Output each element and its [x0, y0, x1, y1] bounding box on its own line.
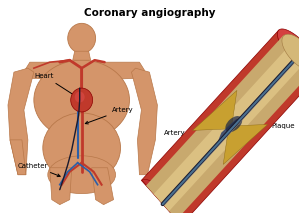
Polygon shape — [141, 30, 300, 213]
Text: Artery: Artery — [164, 130, 186, 145]
Text: Coronary angiography: Coronary angiography — [84, 8, 215, 18]
Polygon shape — [50, 168, 72, 205]
Ellipse shape — [34, 60, 130, 140]
Text: Catheter: Catheter — [254, 78, 284, 89]
Ellipse shape — [225, 116, 242, 132]
Polygon shape — [92, 168, 113, 205]
Text: Heart: Heart — [35, 73, 78, 98]
Polygon shape — [88, 62, 144, 80]
Polygon shape — [154, 44, 300, 211]
Polygon shape — [131, 68, 158, 175]
Polygon shape — [282, 34, 300, 70]
Polygon shape — [73, 51, 91, 60]
Polygon shape — [10, 140, 26, 175]
Ellipse shape — [71, 88, 93, 112]
Text: Dye: Dye — [194, 130, 228, 166]
Text: Artery: Artery — [85, 107, 133, 124]
Polygon shape — [142, 179, 183, 213]
Polygon shape — [193, 90, 237, 130]
Polygon shape — [278, 29, 300, 75]
Ellipse shape — [75, 92, 85, 102]
Polygon shape — [218, 117, 245, 141]
Text: Plaque: Plaque — [245, 123, 294, 133]
Ellipse shape — [43, 113, 121, 183]
Polygon shape — [25, 62, 73, 80]
Text: Catheter: Catheter — [18, 163, 60, 177]
Polygon shape — [146, 35, 300, 213]
Polygon shape — [8, 68, 34, 175]
Polygon shape — [223, 124, 268, 164]
Ellipse shape — [68, 23, 96, 53]
Ellipse shape — [48, 156, 116, 194]
